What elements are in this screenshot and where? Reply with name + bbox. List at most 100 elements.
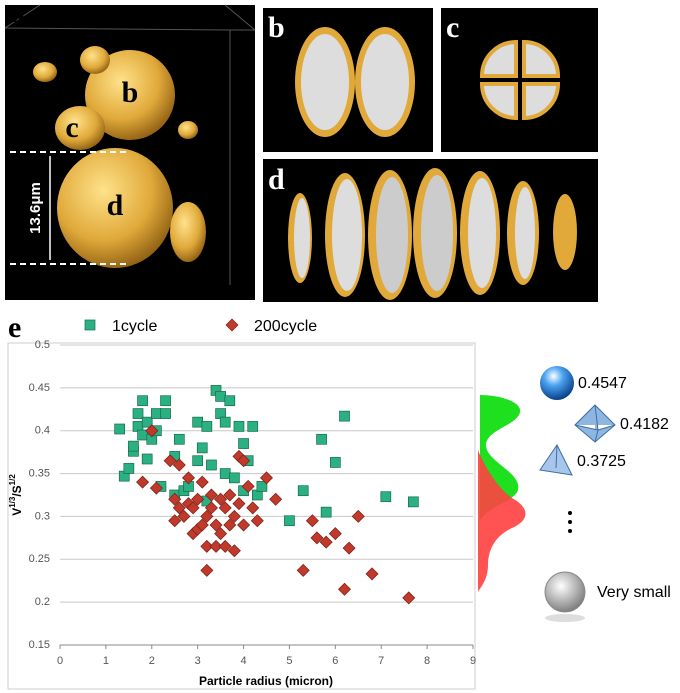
y-tick-label: 0.5: [35, 339, 50, 351]
point: [177, 509, 191, 523]
particle: [85, 50, 175, 140]
point: [201, 421, 213, 432]
point: [297, 485, 309, 497]
irregular-icon: [544, 571, 586, 613]
y-tick-label: 0.4: [35, 425, 50, 437]
shape-value: 0.3725: [577, 453, 626, 470]
shape-value: 0.4547: [578, 375, 627, 392]
point: [232, 497, 246, 511]
point: [186, 501, 200, 515]
point: [407, 496, 419, 508]
scale-label: 13.6μm: [27, 182, 44, 234]
point: [191, 492, 205, 506]
point: [141, 416, 153, 428]
point: [237, 454, 251, 468]
point: [223, 488, 237, 502]
point: [149, 481, 163, 495]
point: [172, 458, 186, 472]
particle-label: c: [65, 111, 78, 144]
chart-frame: [7, 342, 476, 690]
point: [200, 509, 214, 523]
y-label-part: V: [10, 508, 24, 516]
point: [136, 475, 150, 489]
slices: [288, 168, 577, 300]
point: [229, 472, 240, 484]
point: [296, 563, 310, 577]
particle: [178, 121, 198, 139]
point: [305, 514, 319, 528]
panel-label: c: [446, 11, 459, 44]
shape-value: 0.4182: [620, 416, 669, 433]
particle: [80, 46, 110, 74]
quarters: [479, 39, 561, 121]
x-tick-label: 6: [332, 655, 338, 667]
point: [218, 539, 232, 553]
density-200cycle: [478, 450, 526, 592]
point: [204, 488, 218, 502]
point: [137, 395, 148, 407]
point: [339, 410, 350, 422]
point: [328, 527, 342, 541]
point: [160, 408, 171, 419]
x-tick-label: 5: [286, 655, 292, 667]
ellipsis: [568, 511, 572, 533]
point: [338, 582, 352, 596]
point: [123, 463, 135, 474]
point: [237, 518, 251, 532]
y-tick-label: 0.3: [35, 510, 50, 522]
shadow: [545, 614, 585, 622]
point: [238, 438, 249, 449]
point: [206, 459, 217, 471]
point: [160, 395, 171, 407]
point: [260, 471, 273, 485]
point: [256, 481, 268, 492]
x-tick-label: 1: [103, 655, 109, 667]
point: [114, 423, 126, 435]
point: [219, 468, 231, 479]
point: [223, 518, 237, 532]
panel-label: e: [8, 311, 21, 344]
panel-label: a: [10, 0, 25, 29]
point: [192, 455, 204, 467]
point: [319, 535, 333, 549]
panel-c: [441, 8, 598, 152]
point: [310, 531, 324, 545]
y-label-part: /S: [10, 485, 24, 496]
point: [342, 541, 356, 555]
particle-label: b: [122, 76, 139, 109]
point: [233, 421, 245, 432]
point: [84, 319, 96, 331]
x-axis-label: Particle radius (micron): [199, 674, 333, 688]
x-tick-label: 0: [57, 655, 63, 667]
point: [209, 539, 223, 553]
tetrahedron-icon: [539, 444, 573, 476]
slice: [301, 34, 349, 130]
particle: [33, 62, 57, 82]
point: [219, 416, 231, 428]
point: [227, 509, 241, 523]
y-label-part: 1/2: [8, 474, 17, 486]
point: [329, 457, 341, 468]
y-tick-label: 0.2: [35, 596, 50, 608]
point: [195, 518, 209, 532]
y-tick-label: 0.35: [29, 467, 50, 479]
point: [172, 501, 186, 515]
shape-label: Very small: [597, 584, 671, 601]
point: [316, 433, 327, 445]
point: [320, 506, 332, 518]
x-tick-label: 4: [240, 655, 246, 667]
x-tick-label: 9: [470, 655, 476, 667]
point: [196, 442, 208, 454]
x-tick-label: 7: [378, 655, 384, 667]
y-axis-label: V1/3/S1/2: [8, 474, 24, 516]
octahedron-icon: [574, 404, 616, 443]
particle: [55, 106, 105, 150]
point: [128, 440, 139, 452]
point: [365, 567, 379, 581]
point: [227, 544, 241, 558]
particle: [170, 202, 206, 262]
point: [284, 515, 295, 527]
point: [145, 424, 159, 438]
point: [173, 433, 185, 445]
y-tick-label: 0.45: [29, 382, 50, 394]
